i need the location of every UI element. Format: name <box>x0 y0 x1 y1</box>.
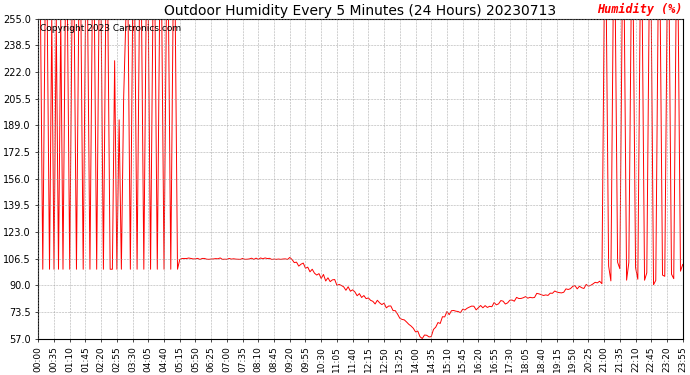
Text: Humidity (%): Humidity (%) <box>598 3 682 15</box>
Text: Copyright 2023 Cartronics.com: Copyright 2023 Cartronics.com <box>39 24 181 33</box>
Title: Outdoor Humidity Every 5 Minutes (24 Hours) 20230713: Outdoor Humidity Every 5 Minutes (24 Hou… <box>164 4 557 18</box>
